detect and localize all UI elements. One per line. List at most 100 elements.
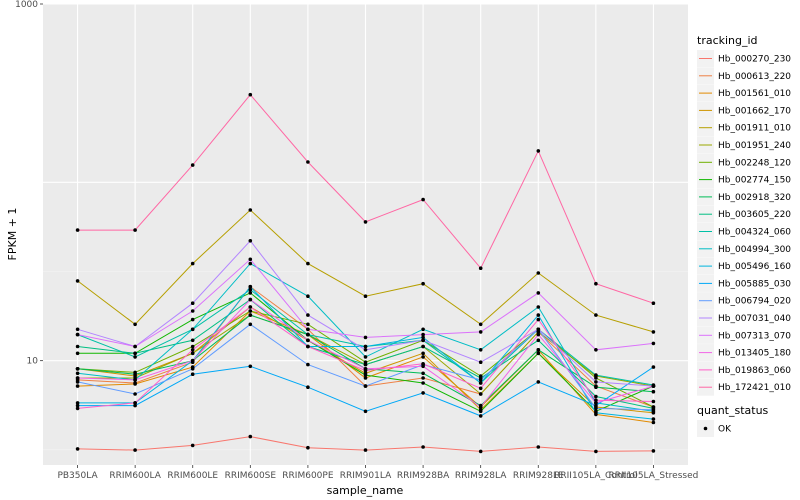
data-point	[133, 448, 137, 452]
data-point	[75, 344, 80, 349]
x-tick-label: RRIM901LA	[340, 471, 392, 481]
data-point	[75, 279, 80, 283]
data-point	[536, 317, 541, 322]
data-point	[75, 351, 80, 356]
data-point	[363, 355, 368, 359]
data-point	[478, 405, 483, 409]
x-axis: PB350LA RRIM600LA RRIM600LE RRIM600SE RRIM60…	[57, 465, 698, 481]
data-point	[594, 313, 598, 317]
x-tick-label: RRII105LA_Stressed	[609, 471, 699, 481]
data-point	[651, 330, 656, 334]
data-point	[421, 355, 425, 359]
data-point	[248, 309, 253, 313]
data-point	[190, 358, 195, 363]
data-point	[248, 239, 253, 243]
data-point	[190, 443, 195, 448]
data-point	[248, 297, 253, 302]
legend-items: Hb_000270_230 Hb_000613_220 Hb_001561_010 H…	[697, 50, 791, 396]
legend-entry-label: Hb_007313_070	[718, 331, 791, 341]
x-axis-title: sample_name	[327, 484, 404, 497]
legend-entry-label: Hb_005496_160	[718, 262, 791, 272]
data-point	[306, 445, 310, 450]
legend-entry-label: Hb_001561_010	[718, 89, 791, 99]
data-point	[421, 362, 425, 366]
legend-entry-label: Hb_001951_240	[718, 141, 791, 151]
data-point	[306, 332, 310, 337]
legend-entry-label: Hb_002918_320	[718, 193, 791, 203]
data-point	[536, 327, 541, 332]
data-point	[478, 414, 483, 418]
x-tick-label: RRIM928LA	[455, 471, 507, 481]
data-point	[594, 348, 598, 352]
data-point	[190, 344, 195, 349]
data-point	[478, 330, 483, 334]
data-point	[190, 372, 195, 377]
data-point	[248, 287, 253, 292]
data-point	[536, 332, 541, 337]
data-point	[363, 220, 368, 224]
data-point	[594, 380, 598, 384]
data-point	[363, 409, 368, 414]
data-point	[594, 449, 598, 454]
data-point	[306, 261, 310, 266]
y-tick-label: 1000	[15, 0, 38, 10]
data-point	[306, 327, 310, 332]
data-point	[594, 281, 598, 286]
data-point	[421, 381, 425, 385]
legend: tracking_id Hb_000270_230Hb_000613_220Hb…	[697, 34, 791, 437]
data-point	[190, 261, 195, 266]
legend-entry-label: Hb_006794_020	[718, 297, 791, 307]
data-point	[594, 385, 598, 390]
data-point	[190, 338, 195, 343]
data-point	[421, 364, 425, 369]
data-point	[190, 163, 195, 167]
data-point	[478, 378, 483, 382]
data-point	[363, 344, 368, 349]
data-point	[363, 384, 368, 388]
data-point	[133, 344, 137, 349]
data-point	[133, 401, 137, 405]
data-point	[75, 447, 80, 451]
data-point	[363, 368, 368, 373]
data-point	[306, 385, 310, 390]
data-point	[133, 382, 137, 386]
legend-entry-label: Hb_002774_150	[718, 176, 791, 186]
data-point	[306, 160, 310, 164]
legend-entry-label: Hb_172421_010	[718, 383, 791, 393]
data-point	[651, 408, 656, 412]
y-axis-title: FPKM + 1	[6, 208, 19, 261]
data-point	[421, 445, 425, 449]
data-point	[306, 313, 310, 317]
x-tick-label: RRIM600PE	[282, 471, 334, 481]
data-point	[594, 394, 598, 399]
data-point	[478, 449, 483, 454]
legend-entry-label: Hb_000613_220	[718, 72, 791, 82]
data-point	[75, 371, 80, 376]
legend-shape-key-point	[703, 426, 708, 431]
x-tick-label: RRIM928LE	[513, 471, 564, 481]
data-point	[651, 389, 656, 394]
data-point	[421, 335, 425, 340]
data-point	[363, 335, 368, 340]
y-axis: 10 1000	[15, 0, 43, 367]
data-point	[651, 341, 656, 346]
x-tick-label: PB350LA	[57, 471, 98, 481]
data-point	[478, 386, 483, 391]
data-point	[133, 228, 137, 232]
data-point	[651, 365, 656, 369]
data-point	[75, 228, 80, 232]
data-point	[421, 338, 425, 343]
series-points	[75, 92, 656, 454]
legend-entry-label: Hb_005885_030	[718, 279, 791, 289]
data-point	[306, 322, 310, 327]
data-point	[651, 417, 656, 421]
data-point	[190, 309, 195, 313]
data-point	[248, 92, 253, 97]
major-gridlines	[43, 3, 688, 465]
y-tick-label: 10	[27, 357, 39, 367]
data-point	[651, 449, 656, 453]
data-point	[478, 322, 483, 327]
legend-entry-label: Hb_003605_220	[718, 210, 791, 220]
legend-entry-label: Hb_007031_040	[718, 314, 791, 324]
data-point	[421, 376, 425, 380]
